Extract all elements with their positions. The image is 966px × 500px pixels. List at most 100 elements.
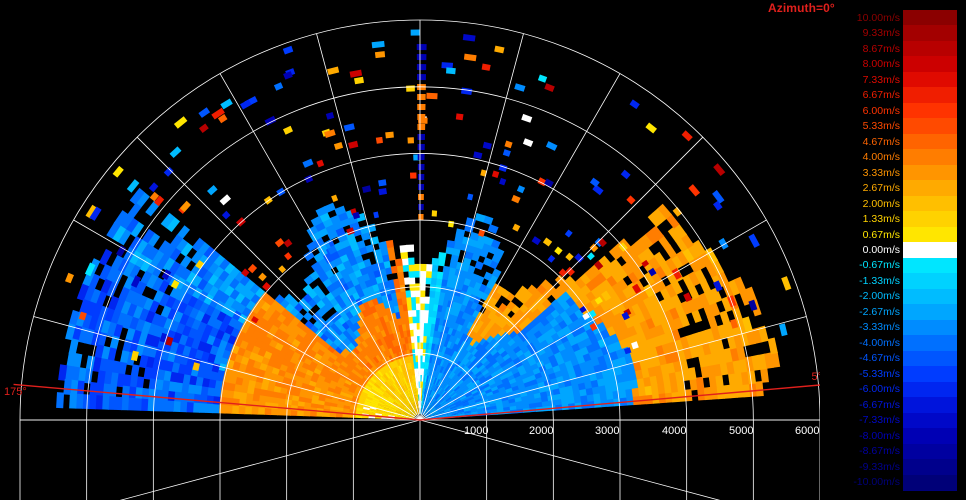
velocity-cell <box>424 381 428 389</box>
velocity-cell <box>518 294 529 305</box>
velocity-cell <box>676 250 690 266</box>
velocity-cell <box>179 200 191 213</box>
velocity-cell <box>425 414 432 418</box>
velocity-cell <box>410 296 416 304</box>
velocity-cell <box>326 370 335 378</box>
velocity-cell <box>456 404 464 409</box>
velocity-cell <box>83 368 93 384</box>
velocity-cell <box>630 242 644 256</box>
velocity-cell <box>445 413 453 417</box>
velocity-cell <box>467 193 474 201</box>
velocity-cell <box>439 380 445 388</box>
velocity-cell <box>734 370 744 386</box>
velocity-cell <box>284 252 293 261</box>
velocity-cell <box>429 389 434 397</box>
azimuth-spoke <box>419 73 621 421</box>
velocity-cell <box>201 377 210 389</box>
velocity-cell <box>442 382 448 390</box>
velocity-cell <box>419 406 420 414</box>
velocity-cell <box>468 384 477 391</box>
velocity-cell <box>645 122 657 134</box>
velocity-cell <box>464 412 472 416</box>
velocity-cell <box>511 384 520 392</box>
velocity-cell <box>68 338 79 355</box>
velocity-cell <box>435 370 440 379</box>
velocity-cell <box>368 378 376 385</box>
velocity-cell <box>463 408 472 412</box>
velocity-cell <box>592 184 604 196</box>
velocity-cell <box>99 319 111 336</box>
velocity-cell <box>394 416 402 418</box>
velocity-cell <box>462 319 470 328</box>
velocity-cell <box>401 392 407 400</box>
velocity-cell <box>391 402 399 408</box>
velocity-cell <box>462 34 476 42</box>
velocity-cell <box>355 385 364 392</box>
velocity-cell <box>686 297 699 313</box>
velocity-cell <box>353 337 362 346</box>
velocity-cell <box>469 402 477 407</box>
velocity-cell <box>411 316 417 324</box>
velocity-cell <box>659 286 672 301</box>
velocity-cell <box>426 322 432 331</box>
velocity-cell <box>317 374 326 382</box>
velocity-cell <box>620 169 631 180</box>
velocity-cell <box>157 240 171 256</box>
velocity-cell <box>449 364 456 372</box>
velocity-cell <box>378 399 386 405</box>
velocity-cell <box>315 308 326 318</box>
velocity-cell <box>464 378 472 386</box>
velocity-cell <box>456 406 464 410</box>
velocity-cell <box>431 412 439 416</box>
velocity-cell <box>445 246 455 255</box>
velocity-cell <box>719 310 731 326</box>
velocity-cell <box>409 411 416 417</box>
velocity-cell <box>435 310 442 319</box>
velocity-cell <box>146 323 158 337</box>
velocity-cell <box>445 333 452 342</box>
velocity-cell <box>421 407 425 415</box>
velocity-cell <box>471 309 480 318</box>
velocity-cell <box>140 320 152 336</box>
velocity-cell <box>409 411 416 417</box>
velocity-cell <box>403 349 408 358</box>
velocity-cell <box>121 385 130 400</box>
velocity-cell <box>468 345 476 354</box>
velocity-cell <box>439 351 445 360</box>
velocity-cell <box>369 376 377 384</box>
velocity-cell <box>429 329 435 337</box>
velocity-cell <box>278 265 287 274</box>
velocity-cell <box>715 373 724 388</box>
velocity-cell <box>336 403 344 409</box>
velocity-cell <box>676 379 685 392</box>
velocity-cell <box>422 400 425 408</box>
velocity-cell <box>304 320 314 330</box>
velocity-cell <box>502 353 511 361</box>
velocity-cell <box>81 270 95 288</box>
velocity-cell <box>455 401 463 406</box>
velocity-cell <box>212 396 221 406</box>
velocity-cell <box>173 391 182 403</box>
velocity-cell <box>383 404 391 409</box>
colorbar-label: -9.33m/s <box>859 460 900 473</box>
velocity-cell <box>482 141 492 150</box>
velocity-cell <box>263 370 272 380</box>
velocity-cell <box>483 371 492 379</box>
colorbar-label: 9.33m/s <box>862 27 900 40</box>
velocity-cell <box>399 244 408 253</box>
velocity-cell <box>206 315 217 328</box>
velocity-cell <box>467 361 475 370</box>
velocity-cell <box>408 388 413 396</box>
velocity-cell <box>649 374 658 386</box>
velocity-cell <box>453 241 463 250</box>
velocity-cell <box>314 363 324 372</box>
velocity-cell <box>162 243 177 259</box>
velocity-cell <box>179 280 192 294</box>
velocity-cell <box>698 292 711 308</box>
velocity-cell <box>342 382 351 389</box>
velocity-cell <box>465 359 473 368</box>
velocity-cell <box>483 271 493 281</box>
velocity-cell <box>680 233 694 249</box>
velocity-cell <box>364 372 372 380</box>
velocity-cell <box>376 361 383 369</box>
